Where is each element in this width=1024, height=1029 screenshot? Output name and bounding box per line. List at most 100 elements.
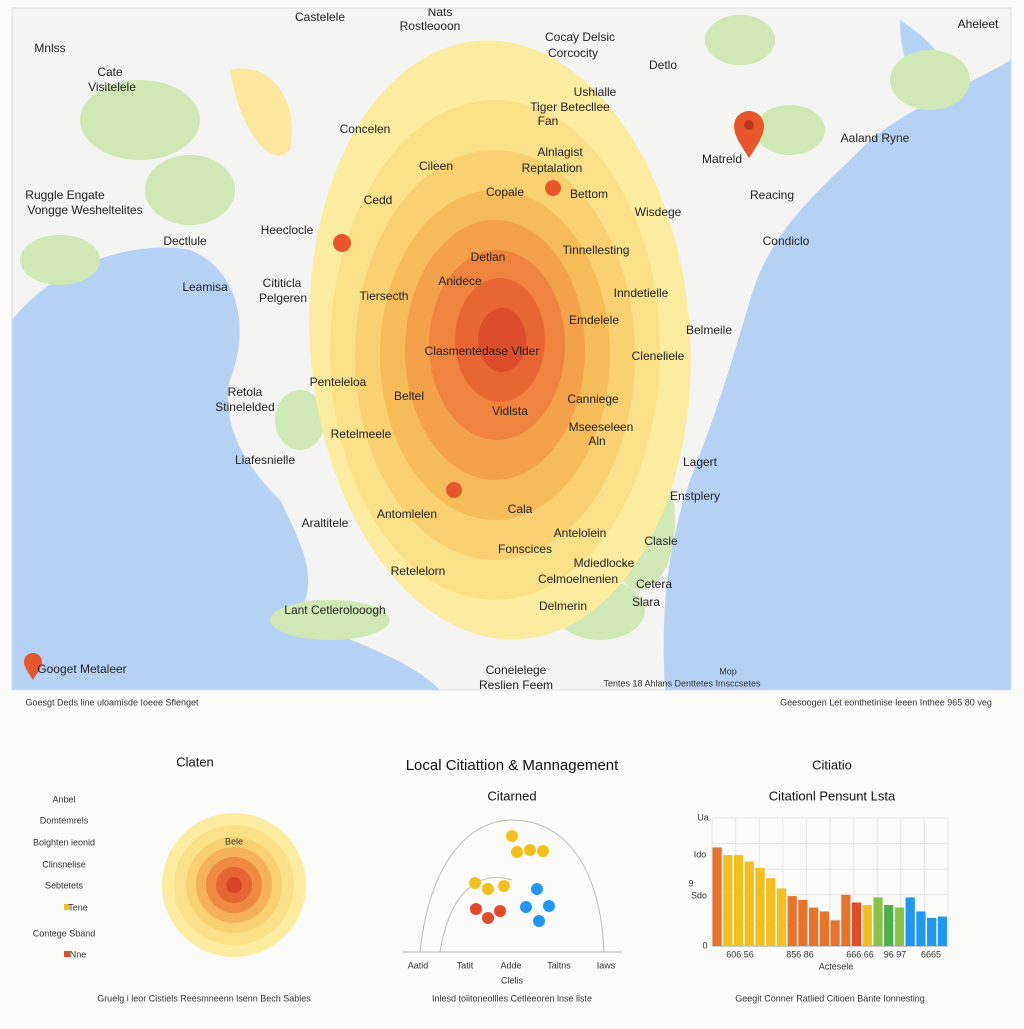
- map-label: Cileen: [419, 159, 453, 173]
- map-label: Condiclo: [763, 234, 810, 248]
- map-label: Araltitele: [302, 516, 349, 530]
- bar: [809, 907, 819, 946]
- map-label: Lagert: [683, 455, 718, 469]
- map-label: Nats: [428, 5, 453, 19]
- legend-swatch: [64, 951, 70, 957]
- map-label: Cedd: [364, 193, 393, 207]
- bar: [712, 847, 722, 946]
- map-label: Pelgeren: [259, 291, 307, 305]
- heading: Citiatio: [812, 757, 852, 772]
- map-label: Cititicla: [263, 276, 302, 290]
- bar: [873, 897, 883, 946]
- map-label: Mop: [719, 666, 737, 676]
- map-label: Cetera: [636, 577, 672, 591]
- bar: [766, 878, 776, 946]
- panel-footer: Geegit Conner Ratlied Citioen Bante Ionn…: [735, 993, 925, 1003]
- legend-item: Anbel: [52, 794, 75, 804]
- map-label: Cate: [97, 65, 123, 79]
- legend-swatch: [64, 904, 70, 910]
- x-label: 606 56: [726, 949, 754, 959]
- map-label: Tiger Betecllee: [530, 100, 610, 114]
- map-label: Fonscices: [498, 542, 552, 556]
- bar: [851, 902, 862, 946]
- bar: [723, 855, 733, 946]
- heat-pins: [333, 180, 561, 498]
- map-label: Fan: [538, 114, 559, 128]
- map-label: Tinnellesting: [563, 243, 630, 257]
- map-label: Vidlsta: [492, 404, 528, 418]
- map-label: Aaland Ryne: [841, 131, 910, 145]
- map-label: Liafesnielle: [235, 453, 295, 467]
- bar: [776, 888, 787, 946]
- x-label: 856 86: [786, 949, 814, 959]
- map-label: Wisdege: [635, 205, 682, 219]
- panel-footer: Gruelg i leor Cistiels Reesmneenn lsenn …: [97, 993, 311, 1003]
- bar: [884, 905, 894, 946]
- panel-footer: Inlesd toiitoneollles Cetleeoren lnse li…: [432, 993, 592, 1003]
- map-label: Antelolein: [554, 526, 607, 540]
- legend-item: Clinsnelise: [42, 859, 86, 869]
- panel-title: Claten: [176, 754, 214, 769]
- map-label: Clasle: [644, 534, 678, 548]
- circle-label: Bele: [225, 836, 243, 846]
- bar: [927, 917, 937, 946]
- map-label: Detlan: [471, 250, 506, 264]
- map-label: Lant Cetlerolooogh: [284, 603, 385, 617]
- map-label: Matreld: [702, 152, 742, 166]
- x-label: 6665: [921, 949, 941, 959]
- sea-east: [663, 60, 1011, 690]
- x-title: Clelis: [501, 975, 524, 985]
- bar: [830, 920, 840, 946]
- map-label: Tiersecth: [360, 289, 409, 303]
- x-title: Actesele: [819, 961, 854, 971]
- map-label: Inndetielle: [614, 286, 669, 300]
- map-label: Bettom: [570, 187, 608, 201]
- bar-chart: [711, 817, 949, 947]
- map-label: Vongge Wesheltelites: [27, 203, 142, 217]
- map-border: [11, 7, 1012, 691]
- bar: [755, 867, 765, 946]
- legend-item: Contege Sband: [33, 928, 96, 938]
- map-label: Ushlalle: [574, 85, 617, 99]
- map-label: Rostleooon: [400, 19, 461, 33]
- x-label: 666 66: [846, 949, 874, 959]
- bar: [733, 855, 744, 946]
- sea-west: [12, 247, 440, 690]
- bar: [787, 896, 797, 946]
- legend-item: Domtemrels: [40, 815, 89, 825]
- legend-item: Sebtetets: [45, 880, 84, 890]
- map-label: Retelelorn: [391, 564, 446, 578]
- map-label: Celmoelnenien: [538, 572, 618, 586]
- map-label: Mnlss: [34, 41, 65, 55]
- map-pin: [734, 111, 764, 158]
- radial-heat: [162, 813, 306, 957]
- map-label: Slara: [632, 595, 660, 609]
- map-label: Stinelelded: [215, 400, 274, 414]
- panel-title: Citationl Pensunt Lsta: [769, 788, 896, 803]
- y-label: Ua: [697, 812, 709, 822]
- map-label: Mseeseleen: [569, 420, 634, 434]
- map-label: Heeclocle: [261, 223, 314, 237]
- map-label: Tentes 18 Ahlans Denttetes Imsccsetes: [603, 678, 761, 688]
- map-label: Leamisa: [182, 280, 228, 294]
- map-label: Ruggle Engate: [25, 188, 105, 202]
- map-label: Corcocity: [548, 46, 598, 60]
- bar: [862, 905, 872, 946]
- map-pin-dot: [744, 120, 754, 130]
- map-label: Anidece: [438, 274, 482, 288]
- map-label: Antomlelen: [377, 507, 437, 521]
- bar: [744, 861, 754, 946]
- map-label: Cocay Delsic: [545, 30, 615, 44]
- bar: [894, 907, 905, 946]
- map-label: Retelmeele: [331, 427, 392, 441]
- map-label: Reptalation: [522, 161, 583, 175]
- map-label: Clasmentedase Vlder: [425, 344, 540, 358]
- map-label: Dectlule: [163, 234, 207, 248]
- map-label: Copale: [486, 185, 524, 199]
- legend-item: Bolghten ieonid: [33, 837, 95, 847]
- map-footer-left: Goesgt Deds line uloamisde Ioeee Sflenge…: [25, 697, 199, 707]
- bar: [937, 916, 947, 946]
